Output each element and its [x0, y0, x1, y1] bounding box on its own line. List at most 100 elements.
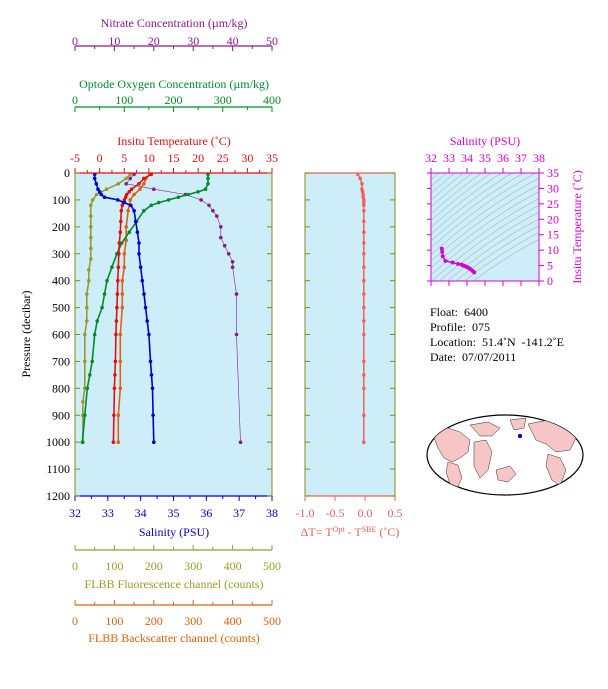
location: Location: 51.4˚N -141.2˚E — [430, 335, 564, 349]
delta-t-tick-label: -0.5 — [326, 506, 345, 520]
nitrate-point — [211, 208, 215, 213]
salinity-axis-tick-label: 32 — [69, 506, 81, 520]
delta-t-point — [360, 190, 365, 194]
temperature-axis-tick-label: 25 — [217, 151, 229, 165]
nitrate-point — [219, 225, 223, 229]
fluorescence-axis-tick-label: 300 — [184, 559, 202, 573]
salinity-point — [137, 241, 141, 245]
oxygen-point — [100, 305, 104, 310]
backscatter-point — [122, 252, 127, 256]
temperature-point — [124, 192, 129, 197]
oxygen-point — [206, 182, 210, 186]
fluorescence-axis-tick-label: 200 — [145, 559, 163, 573]
backscatter-axis-tick-label: 200 — [145, 614, 163, 628]
nitrate-point — [238, 440, 243, 445]
nitrate-point — [230, 265, 235, 270]
nitrate-axis-tick-label: 10 — [108, 34, 120, 48]
delta-t-point — [362, 200, 366, 205]
oxygen-point — [149, 203, 154, 208]
delta-t-tick-label: -1.0 — [296, 506, 315, 520]
pressure-axis: 0 100 200 300 400 500 600 700 800 900 1000 1100 1200 — [46, 166, 272, 503]
profile-series — [80, 172, 243, 445]
ts-temp-tick-label: 20 — [547, 212, 559, 226]
temperature-point — [118, 230, 123, 234]
delta-t-label-end: (˚C) — [376, 525, 399, 539]
oxygen-point — [186, 192, 191, 197]
backscatter-point — [118, 332, 123, 337]
delta-t-point — [362, 278, 366, 283]
axes-layer: 0 10 20 30 40 500 100 200 300 400-5 0 5 10 15 20 25 30 35… — [46, 34, 559, 628]
delta-t-point — [362, 219, 366, 224]
oxygen-point — [105, 278, 109, 283]
oxygen-point — [80, 440, 85, 445]
salinity-point — [96, 187, 100, 191]
fluorescence-axis-label: FLBB Fluorescence channel (counts) — [85, 577, 264, 591]
temperature-point — [112, 386, 117, 391]
ts-density-contour — [431, 173, 525, 242]
temperature-axis-tick-label: 15 — [168, 151, 180, 165]
profile-panel-background — [74, 172, 273, 497]
temperature-point — [119, 219, 123, 224]
salinity-axis-tick-label: 38 — [266, 506, 278, 520]
delta-t-tick-label: 0.0 — [358, 506, 373, 520]
salinity-point — [150, 386, 155, 391]
delta-t-label-main: ΔT= T — [301, 525, 334, 539]
salinity-point — [140, 278, 145, 283]
backscatter-point — [132, 192, 136, 197]
salinity-point — [115, 198, 120, 202]
nitrate-axis-tick-label: 30 — [187, 34, 199, 48]
nitrate-point — [226, 252, 231, 256]
fluorescence-point — [87, 268, 91, 272]
salinity-point — [147, 332, 151, 337]
salinity-point — [129, 203, 133, 208]
ts-salinity-tick-label: 33 — [443, 151, 455, 165]
ts-salinity-tick-label: 32 — [425, 151, 437, 165]
delta-t-point — [362, 359, 366, 364]
temperature-point — [111, 440, 116, 445]
date: Date: 07/07/2011 — [430, 350, 517, 364]
backscatter-axis: 0 100 200 300 400 500 — [72, 600, 281, 628]
nitrate-point — [234, 332, 239, 337]
temperature-point — [129, 187, 134, 191]
ts-series — [439, 246, 477, 275]
delta-t-point — [362, 230, 366, 234]
temperature-point — [116, 265, 121, 270]
temperature-point — [137, 182, 141, 186]
pressure-axis-tick-label: 100 — [52, 193, 70, 207]
delta-t-point — [362, 319, 366, 323]
delta-t-point — [360, 182, 364, 186]
pressure-axis-tick-label: 600 — [52, 328, 70, 342]
fluorescence-point — [89, 214, 93, 218]
temperature-point — [120, 203, 125, 208]
delta-t-point — [362, 198, 366, 202]
delta-t-point — [361, 195, 366, 199]
pressure-axis-tick-label: 1100 — [46, 462, 70, 476]
oxygen-point — [102, 292, 107, 296]
pressure-axis-tick-label: 300 — [52, 247, 70, 261]
nitrate-point — [124, 182, 128, 186]
salinity-point — [138, 265, 143, 270]
backscatter-point — [116, 440, 121, 445]
delta-t-point — [362, 440, 366, 445]
backscatter-point — [138, 187, 142, 191]
delta-t-label-sup2: SBE — [362, 525, 377, 534]
ts-density-contour — [431, 205, 539, 281]
oxygen-point — [203, 187, 208, 191]
temperature-axis-tick-label: 10 — [143, 151, 155, 165]
salinity-axis-label: Salinity (PSU) — [139, 525, 209, 539]
ts-density-contour — [447, 218, 539, 281]
ts-density-contour — [431, 173, 473, 208]
fluorescence-point — [104, 187, 109, 191]
temperature-point — [112, 413, 116, 418]
nitrate-axis-label: Nitrate Concentration (µm/kg) — [101, 16, 248, 30]
temperature-point — [117, 252, 121, 256]
backscatter-point — [120, 292, 125, 296]
ts-density-contour — [439, 211, 539, 281]
ts-density-contour — [431, 178, 539, 255]
ts-point — [472, 270, 477, 275]
nitrate-axis-tick-label: 20 — [148, 34, 160, 48]
backscatter-point — [124, 225, 128, 229]
fluorescence-point — [85, 319, 89, 323]
ts-temp-tick-label: 30 — [547, 181, 559, 195]
oxygen-point — [83, 413, 87, 418]
